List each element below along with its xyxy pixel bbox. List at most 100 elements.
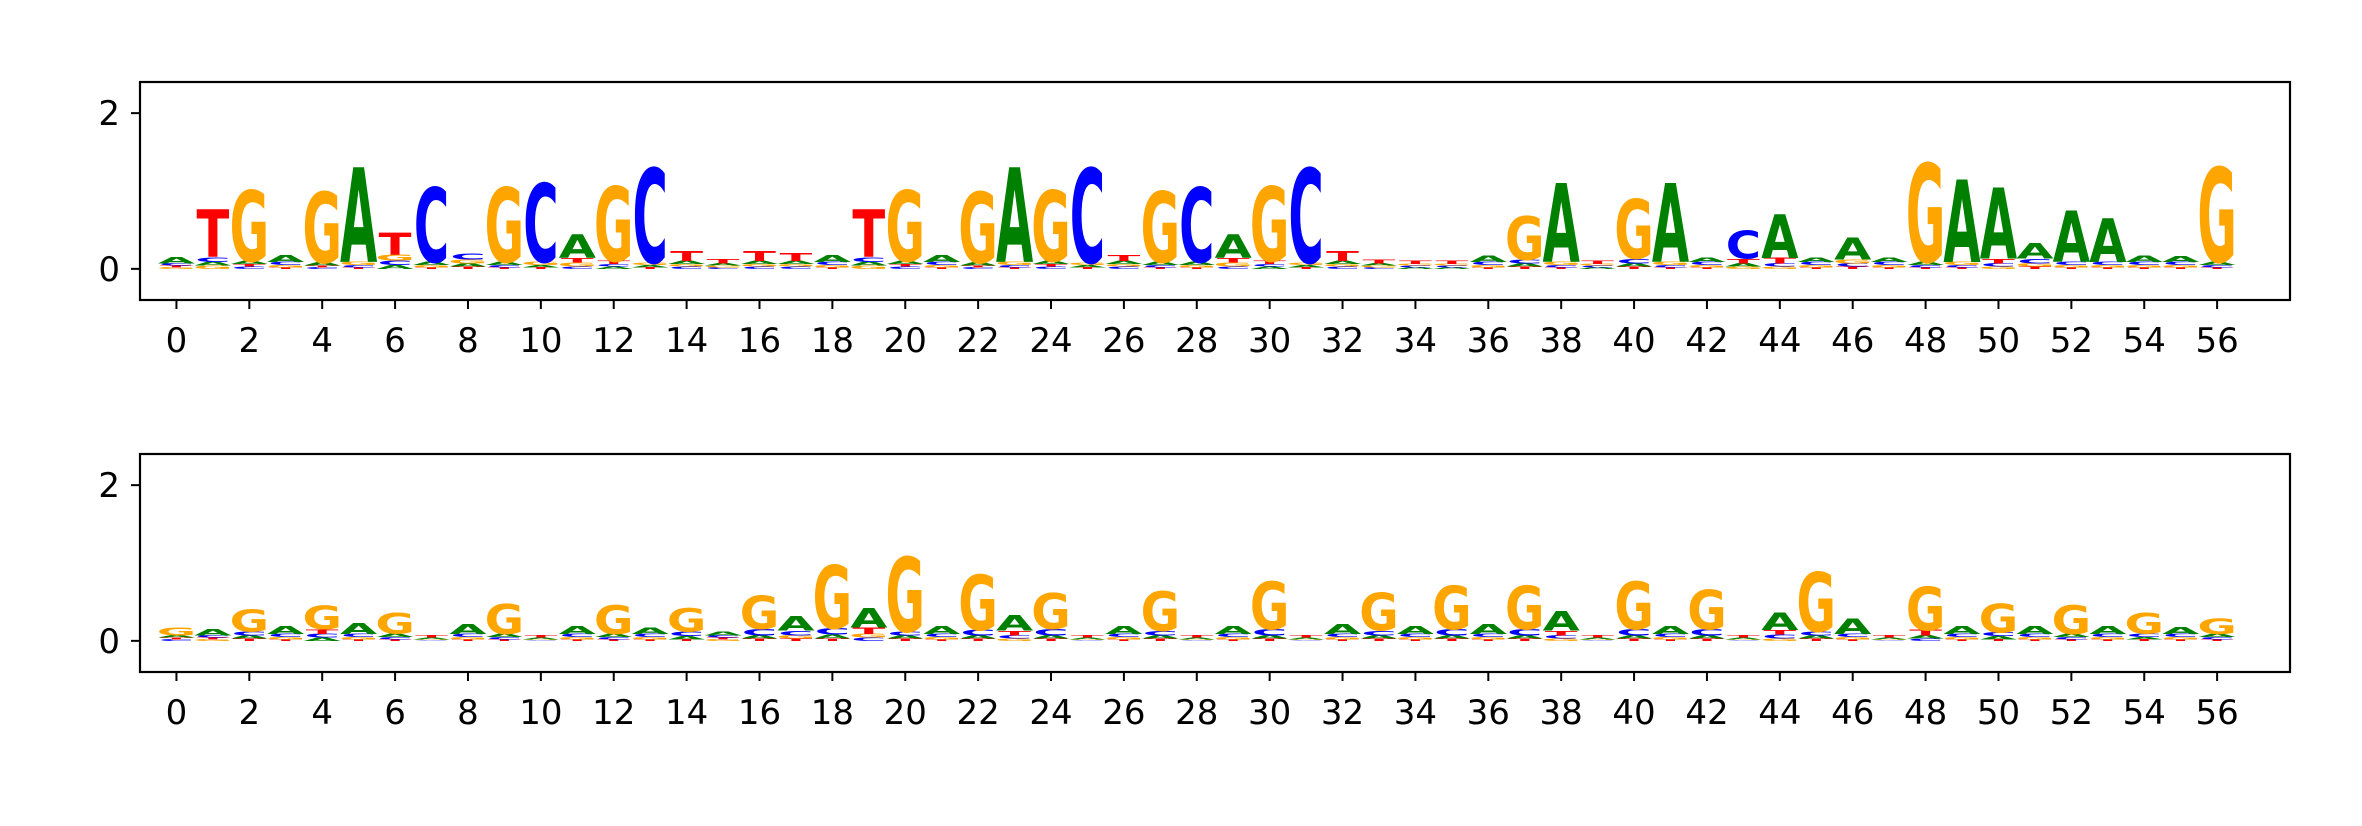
logo-letter-A: A bbox=[2053, 633, 2091, 638]
logo-letter-T: T bbox=[1836, 639, 1870, 642]
logo-letter-C: C bbox=[560, 633, 595, 638]
logo-letter-T: T bbox=[561, 639, 595, 642]
logo-letter-G: G bbox=[2088, 264, 2127, 268]
logo-letter-A: A bbox=[486, 261, 524, 266]
logo-letter-A: A bbox=[850, 261, 888, 267]
logo-letter-G: G bbox=[1359, 583, 1398, 643]
logo-letter-C: C bbox=[2054, 636, 2089, 640]
logo-letter-A: A bbox=[1543, 161, 1580, 288]
logo-letter-G: G bbox=[1141, 173, 1180, 286]
logo-letter-A: A bbox=[340, 620, 378, 637]
logo-letter-A: A bbox=[486, 633, 524, 638]
logo-letter-G: G bbox=[558, 262, 597, 268]
logo-letter-C: C bbox=[742, 628, 777, 638]
logo-letter-C: C bbox=[1106, 633, 1141, 638]
logo-letter-G: G bbox=[1177, 639, 1216, 640]
logo-letter-T: T bbox=[2201, 639, 2235, 642]
logo-letter-T: T bbox=[1253, 260, 1287, 265]
logo-letter-A: A bbox=[449, 263, 487, 268]
logo-letter-C: C bbox=[1580, 640, 1615, 641]
logo-letter-G: G bbox=[1250, 166, 1289, 285]
logo-letter-T: T bbox=[1982, 258, 2016, 266]
logo-letter-C: C bbox=[268, 633, 303, 638]
logo-letter-T: T bbox=[1144, 638, 1178, 642]
logo-letter-C: C bbox=[1835, 263, 1870, 268]
logo-letter-T: T bbox=[962, 265, 996, 268]
logo-letter-A: A bbox=[1761, 608, 1799, 636]
logo-letter-A: A bbox=[1579, 267, 1617, 270]
logo-letter-C: C bbox=[1908, 638, 1943, 642]
logo-letter-G: G bbox=[1250, 570, 1289, 645]
logo-letter-A: A bbox=[960, 262, 998, 267]
logo-letter-C: C bbox=[195, 256, 230, 264]
y-tick-label: 2 bbox=[98, 94, 120, 134]
logo-letter-A: A bbox=[1871, 256, 1909, 264]
logo-letter-C: C bbox=[596, 636, 631, 640]
logo-letter-A: A bbox=[887, 260, 925, 265]
logo-letter-T: T bbox=[1217, 257, 1251, 265]
logo-letter-A: A bbox=[1142, 635, 1180, 640]
logo-letter-T: T bbox=[1873, 267, 1907, 270]
logo-letter-C: C bbox=[1106, 266, 1141, 270]
logo-letter-G: G bbox=[1833, 259, 1872, 265]
logo-letter-A: A bbox=[1105, 624, 1142, 636]
logo-letter-A: A bbox=[1725, 637, 1763, 640]
logo-letter-T: T bbox=[925, 639, 959, 642]
logo-letter-A: A bbox=[1506, 635, 1544, 640]
logo-letter-C: C bbox=[997, 264, 1032, 268]
logo-letter-T: T bbox=[196, 198, 229, 273]
y-tick-label: 0 bbox=[98, 622, 120, 662]
logo-letter-C: C bbox=[377, 259, 412, 267]
logo-letter-A: A bbox=[1761, 203, 1798, 272]
logo-letter-C: C bbox=[1726, 225, 1761, 269]
logo-letter-G: G bbox=[1797, 264, 1836, 268]
logo-letter-T: T bbox=[2128, 267, 2162, 270]
logo-letter-C: C bbox=[1689, 261, 1724, 266]
logo-letter-G: G bbox=[1906, 575, 1945, 644]
logo-letter-G: G bbox=[922, 264, 961, 268]
logo-letter-T: T bbox=[1618, 266, 1652, 270]
logo-letter-A: A bbox=[158, 635, 196, 639]
logo-letter-T: T bbox=[1909, 267, 1943, 270]
x-tick-label: 4 bbox=[311, 321, 333, 361]
y-tick-label: 0 bbox=[98, 250, 120, 290]
logo-letter-G: G bbox=[1396, 264, 1435, 267]
logo-letter-C: C bbox=[1616, 258, 1651, 266]
x-tick-label: 34 bbox=[1394, 693, 1437, 733]
logo-letter-A: A bbox=[522, 264, 560, 268]
logo-letter-T: T bbox=[1763, 257, 1797, 266]
x-tick-label: 30 bbox=[1248, 321, 1291, 361]
logo-letter-A: A bbox=[668, 635, 706, 640]
logo-letter-T: T bbox=[2055, 267, 2089, 270]
logo-letter-T: T bbox=[1326, 249, 1359, 264]
logo-letter-C: C bbox=[487, 264, 522, 268]
logo-letter-G: G bbox=[2015, 263, 2054, 268]
logo-letter-T: T bbox=[1108, 639, 1142, 642]
x-tick-label: 46 bbox=[1831, 321, 1874, 361]
logo-letter-A: A bbox=[1105, 260, 1143, 265]
logo-letter-G: G bbox=[1578, 639, 1617, 640]
logo-letter-A: A bbox=[1287, 264, 1325, 268]
